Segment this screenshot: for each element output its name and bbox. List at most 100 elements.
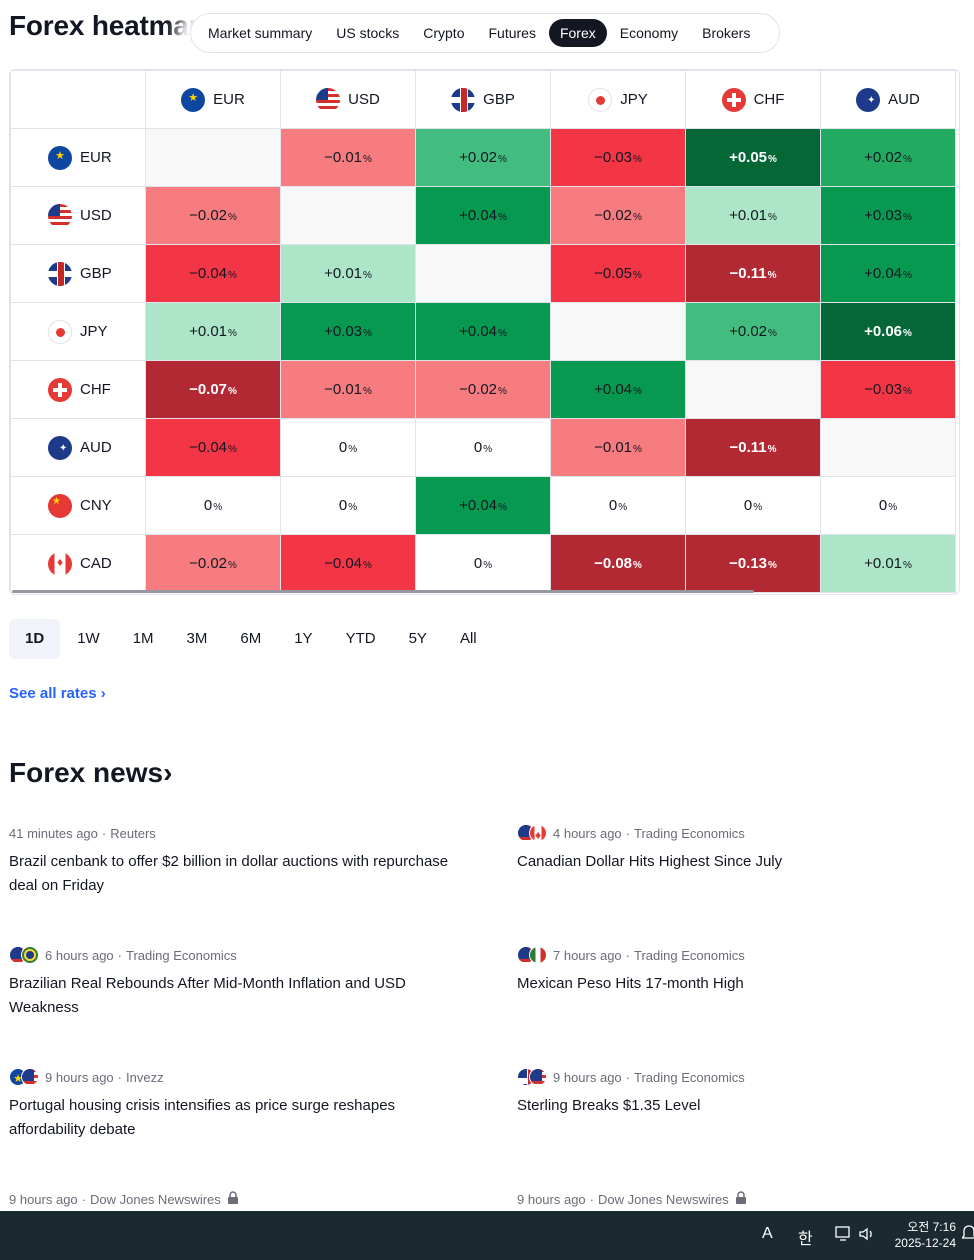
news-headline[interactable]: Brazilian Real Rebounds After Mid-Month …: [9, 975, 406, 1016]
rate-cell-eur-chf[interactable]: +0.05%: [685, 128, 821, 187]
period-1w[interactable]: 1W: [77, 630, 100, 647]
period-3m[interactable]: 3M: [186, 630, 208, 647]
rate-cell-cad-usd[interactable]: −0.04%: [280, 534, 416, 593]
period-6m[interactable]: 6M: [240, 630, 262, 647]
rate-cell-chf-gbp[interactable]: −0.02%: [415, 360, 551, 419]
tab-us-stocks[interactable]: US stocks: [336, 25, 400, 41]
news-item[interactable]: 9 hours ago · Dow Jones Newswires: [517, 1190, 957, 1208]
news-headline[interactable]: Mexican Peso Hits 17-month High: [517, 975, 744, 992]
rate-cell-gbp-usd[interactable]: +0.01%: [280, 244, 416, 303]
volume-icon[interactable]: [858, 1226, 876, 1247]
news-headline[interactable]: Canadian Dollar Hits Highest Since July: [517, 853, 783, 870]
period-5y[interactable]: 5Y: [408, 630, 427, 647]
news-item[interactable]: 6 hours ago · Trading Economics Brazilian R…: [9, 946, 449, 1020]
rate-cell-usd-gbp[interactable]: +0.04%: [415, 186, 551, 245]
rate-cell-cad-aud[interactable]: +0.01%: [820, 534, 956, 593]
rate-cell-cny-jpy[interactable]: 0%: [550, 476, 686, 535]
forex-news-heading[interactable]: Forex news›: [9, 757, 172, 789]
rate-cell-gbp-eur[interactable]: −0.04%: [145, 244, 281, 303]
rate-cell-jpy-eur[interactable]: +0.01%: [145, 302, 281, 361]
rate-cell-chf-jpy[interactable]: +0.04%: [550, 360, 686, 419]
rate-cell-cad-eur[interactable]: −0.02%: [145, 534, 281, 593]
column-header-jpy[interactable]: JPY: [550, 70, 686, 129]
see-all-rates-link[interactable]: See all rates ›: [9, 685, 106, 702]
rate-cell-jpy-chf[interactable]: +0.02%: [685, 302, 821, 361]
news-item[interactable]: 9 hours ago · Trading Economics Sterling Br…: [517, 1068, 957, 1118]
news-headline[interactable]: Brazil cenbank to offer $2 billion in do…: [9, 853, 449, 894]
rate-cell-eur-aud[interactable]: +0.02%: [820, 128, 956, 187]
rate-cell-cny-usd[interactable]: 0%: [280, 476, 416, 535]
row-header-eur[interactable]: EUR: [10, 128, 146, 187]
rate-cell-cny-chf[interactable]: 0%: [685, 476, 821, 535]
period-ytd[interactable]: YTD: [345, 630, 376, 647]
rate-cell-aud-gbp[interactable]: 0%: [415, 418, 551, 477]
period-all[interactable]: All: [459, 630, 477, 647]
news-item[interactable]: 41 minutes ago · Reuters Brazil cenbank to …: [9, 824, 449, 898]
rate-cell-cad-jpy[interactable]: −0.08%: [550, 534, 686, 593]
ime-mode-indicator[interactable]: A: [762, 1225, 773, 1242]
rate-cell-usd-jpy[interactable]: −0.02%: [550, 186, 686, 245]
rate-cell-aud-usd[interactable]: 0%: [280, 418, 416, 477]
rate-cell-gbp-jpy[interactable]: −0.05%: [550, 244, 686, 303]
news-headline[interactable]: Sterling Breaks $1.35 Level: [517, 1097, 701, 1114]
period-1y[interactable]: 1Y: [294, 630, 313, 647]
news-item[interactable]: 9 hours ago · Dow Jones Newswires: [9, 1190, 449, 1208]
row-header-jpy[interactable]: JPY: [10, 302, 146, 361]
rate-cell-usd-eur[interactable]: −0.02%: [145, 186, 281, 245]
rate-cell-aud-chf[interactable]: −0.11%: [685, 418, 821, 477]
column-header-gbp[interactable]: GBP: [415, 70, 551, 129]
rate-cell-jpy-aud[interactable]: +0.06%: [820, 302, 956, 361]
rate-cell-chf-usd[interactable]: −0.01%: [280, 360, 416, 419]
rate-cell-cny-gbp[interactable]: +0.04%: [415, 476, 551, 535]
rate-cell-eur-jpy[interactable]: −0.03%: [550, 128, 686, 187]
rate-cell-cny-aud[interactable]: 0%: [820, 476, 956, 535]
network-icon[interactable]: [835, 1226, 853, 1247]
rate-cell-chf-eur[interactable]: −0.07%: [145, 360, 281, 419]
rate-cell-aud-jpy[interactable]: −0.01%: [550, 418, 686, 477]
meta-separator: ·: [117, 947, 123, 963]
news-item[interactable]: 9 hours ago·Invezz Portugal housing crisi…: [9, 1068, 449, 1142]
column-header-aud[interactable]: AUD: [820, 70, 956, 129]
rate-cell-cny-eur[interactable]: 0%: [145, 476, 281, 535]
period-1m[interactable]: 1M: [132, 630, 154, 647]
tab-crypto[interactable]: Crypto: [423, 25, 465, 41]
rate-cell-cad-gbp[interactable]: 0%: [415, 534, 551, 593]
ime-hangul-indicator[interactable]: 한: [798, 1231, 813, 1248]
row-header-chf[interactable]: CHF: [10, 360, 146, 419]
rate-cell-usd-aud[interactable]: +0.03%: [820, 186, 956, 245]
row-header-aud[interactable]: AUD: [10, 418, 146, 477]
news-item[interactable]: 7 hours ago · Trading Economics Mexican Pes…: [517, 946, 957, 996]
tab-economy[interactable]: Economy: [619, 25, 679, 41]
rate-value: 0: [743, 497, 753, 514]
column-header-usd[interactable]: USD: [280, 70, 416, 129]
row-label: CAD: [80, 555, 112, 572]
rate-cell-gbp-chf[interactable]: −0.11%: [685, 244, 821, 303]
period-1d[interactable]: 1D: [9, 619, 61, 659]
rate-cell-jpy-usd[interactable]: +0.03%: [280, 302, 416, 361]
row-header-cad[interactable]: CAD: [10, 534, 146, 593]
system-clock[interactable]: 오전 7:16 2025-12-24: [886, 1219, 956, 1251]
news-item[interactable]: 4 hours ago·Trading Economics Canadian Do…: [517, 824, 957, 874]
rate-cell-gbp-aud[interactable]: +0.04%: [820, 244, 956, 303]
tab-futures[interactable]: Futures: [488, 25, 536, 41]
row-header-cny[interactable]: CNY: [10, 476, 146, 535]
rate-cell-jpy-gbp[interactable]: +0.04%: [415, 302, 551, 361]
rate-cell-eur-usd[interactable]: −0.01%: [280, 128, 416, 187]
heatmap-horizontal-scrollbar[interactable]: [12, 590, 754, 593]
row-header-gbp[interactable]: GBP: [10, 244, 146, 303]
rate-cell-aud-eur[interactable]: −0.04%: [145, 418, 281, 477]
rate-cell-usd-chf[interactable]: +0.01%: [685, 186, 821, 245]
column-header-chf[interactable]: CHF: [685, 70, 821, 129]
rate-cell-chf-aud[interactable]: −0.03%: [820, 360, 956, 419]
tab-market-summary[interactable]: Market summary: [208, 25, 313, 41]
row-header-usd[interactable]: USD: [10, 186, 146, 245]
news-headline[interactable]: Portugal housing crisis intensifies as p…: [9, 1097, 396, 1138]
column-header-eur[interactable]: EUR: [145, 70, 281, 129]
rate-cell-eur-gbp[interactable]: +0.02%: [415, 128, 551, 187]
tab-forex[interactable]: Forex: [548, 19, 607, 47]
rate-value: 0: [878, 497, 888, 514]
rate-cell-cad-chf[interactable]: −0.13%: [685, 534, 821, 593]
notification-bell-icon[interactable]: [960, 1225, 974, 1248]
rate-value: −0.03: [594, 149, 633, 166]
tab-brokers[interactable]: Brokers: [702, 25, 751, 41]
